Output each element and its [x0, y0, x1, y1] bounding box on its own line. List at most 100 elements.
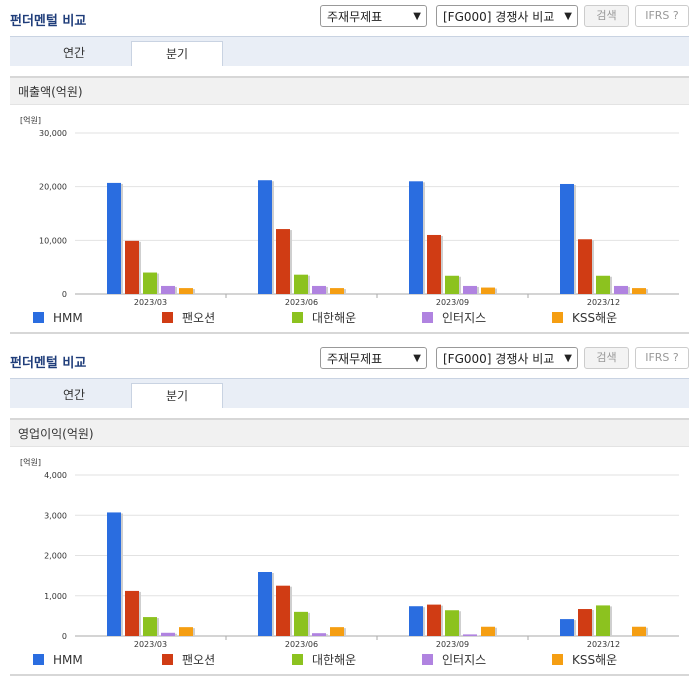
x-tick-label: 2023/03: [134, 298, 167, 305]
section-divider: [10, 674, 689, 676]
legend-label: 팬오션: [182, 653, 216, 667]
section-title: 매출액(억원): [10, 76, 689, 105]
legend-swatch: [552, 312, 563, 323]
y-tick-label: 3,000: [44, 511, 67, 520]
legend-label: KSS해운: [572, 653, 618, 667]
y-tick-label: 1,000: [44, 592, 67, 601]
legend-swatch: [162, 312, 173, 323]
bar-4-2: [481, 287, 495, 294]
y-tick-label: 0: [62, 632, 67, 641]
y-tick-label: 20,000: [39, 183, 67, 192]
bar-1-3: [578, 239, 592, 294]
chart-legend: HMM 팬오션 대한해운 인터지스 KSS해운: [0, 651, 696, 669]
legend-label: 대한해운: [312, 653, 357, 667]
bar-1-0: [125, 590, 139, 636]
legend-label: 팬오션: [182, 311, 216, 325]
x-tick-label: 2023/06: [285, 640, 318, 647]
statement-select-value: 주재무제표: [327, 10, 383, 24]
bar-2-1: [294, 274, 308, 294]
y-tick-label: 0: [62, 290, 67, 299]
legend-label: 인터지스: [442, 653, 487, 667]
legend-label: KSS해운: [572, 311, 618, 325]
statement-select[interactable]: 주재무제표 ▼: [320, 5, 427, 27]
legend-swatch: [162, 654, 173, 665]
bar-3-2: [463, 634, 477, 636]
y-tick-label: 10,000: [39, 236, 67, 245]
peer-group-select[interactable]: [FG000] 경쟁사 비교 ▼: [436, 347, 578, 369]
bar-3-1: [312, 285, 326, 294]
bar-0-1: [258, 180, 272, 294]
bar-2-3: [596, 605, 610, 636]
bar-0-3: [560, 619, 574, 636]
operating-profit-bar-chart: [억원] 0 1,000 2,000 3,000 4,000 2023/03 2023/06 2…: [20, 457, 679, 647]
chevron-down-icon: ▼: [413, 11, 421, 22]
peer-group-select-value: [FG000] 경쟁사 비교: [443, 352, 555, 366]
bar-0-2: [409, 606, 423, 636]
bar-0-0: [107, 182, 121, 294]
ifrs-help-button[interactable]: IFRS ?: [635, 347, 689, 369]
bar-1-2: [427, 234, 441, 294]
legend-swatch: [422, 312, 433, 323]
legend-swatch: [552, 654, 563, 665]
peer-group-select-value: [FG000] 경쟁사 비교: [443, 10, 555, 24]
bar-3-3: [614, 285, 628, 294]
search-button[interactable]: 검색: [584, 347, 629, 369]
section-title: 영업이익(억원): [10, 418, 689, 447]
bar-3-2: [463, 285, 477, 294]
panel-title: 펀더멘털 비교: [10, 356, 87, 371]
tab-quarterly[interactable]: 분기: [131, 41, 223, 66]
bar-4-0: [179, 288, 193, 294]
chevron-down-icon: ▼: [564, 11, 572, 22]
chevron-down-icon: ▼: [564, 353, 572, 364]
bar-0-1: [258, 572, 272, 636]
bar-1-1: [276, 585, 290, 636]
section-divider: [10, 332, 689, 334]
bar-4-0: [179, 627, 193, 636]
x-tick-label: 2023/06: [285, 298, 318, 305]
bar-1-1: [276, 229, 290, 294]
chevron-down-icon: ▼: [413, 353, 421, 364]
legend-label: HMM: [53, 311, 83, 325]
search-button[interactable]: 검색: [584, 5, 629, 27]
bar-3-1: [312, 633, 326, 636]
ifrs-help-button[interactable]: IFRS ?: [635, 5, 689, 27]
bar-4-3: [632, 626, 646, 636]
legend-label: HMM: [53, 653, 83, 667]
x-tick-label: 2023/12: [587, 640, 620, 647]
x-tick-label: 2023/09: [436, 298, 469, 305]
bar-0-2: [409, 181, 423, 294]
bar-4-1: [330, 288, 344, 294]
bar-2-0: [143, 272, 157, 294]
statement-select[interactable]: 주재무제표 ▼: [320, 347, 427, 369]
bar-3-0: [161, 632, 175, 636]
legend-swatch: [422, 654, 433, 665]
peer-group-select[interactable]: [FG000] 경쟁사 비교 ▼: [436, 5, 578, 27]
legend-swatch: [33, 654, 44, 665]
legend-label: 대한해운: [312, 311, 357, 325]
legend-label: 인터지스: [442, 311, 487, 325]
bar-1-0: [125, 240, 139, 294]
fundamental-panel-1: 펀더멘털 비교 주재무제표 ▼ [FG000] 경쟁사 비교 ▼ 검색 IFRS…: [10, 5, 689, 334]
bar-4-3: [632, 288, 646, 294]
y-unit-label: [억원]: [20, 457, 41, 467]
bar-1-3: [578, 609, 592, 636]
bar-2-2: [445, 610, 459, 636]
bar-4-2: [481, 626, 495, 636]
bar-2-0: [143, 617, 157, 636]
bar-4-1: [330, 627, 344, 636]
legend-swatch: [292, 312, 303, 323]
x-tick-label: 2023/03: [134, 640, 167, 647]
bar-0-3: [560, 183, 574, 294]
bar-2-2: [445, 275, 459, 294]
bar-1-2: [427, 604, 441, 636]
tab-annual[interactable]: 연간: [62, 388, 86, 402]
bar-2-1: [294, 611, 308, 636]
statement-select-value: 주재무제표: [327, 352, 383, 366]
revenue-bar-chart: [억원] 0 10,000 20,000 30,000 2023/03 2023/06 202…: [20, 115, 679, 305]
panel-title: 펀더멘털 비교: [10, 14, 87, 29]
legend-swatch: [33, 312, 44, 323]
y-unit-label: [억원]: [20, 115, 41, 125]
legend-swatch: [292, 654, 303, 665]
tab-annual[interactable]: 연간: [62, 46, 86, 60]
tab-quarterly[interactable]: 분기: [131, 383, 223, 408]
